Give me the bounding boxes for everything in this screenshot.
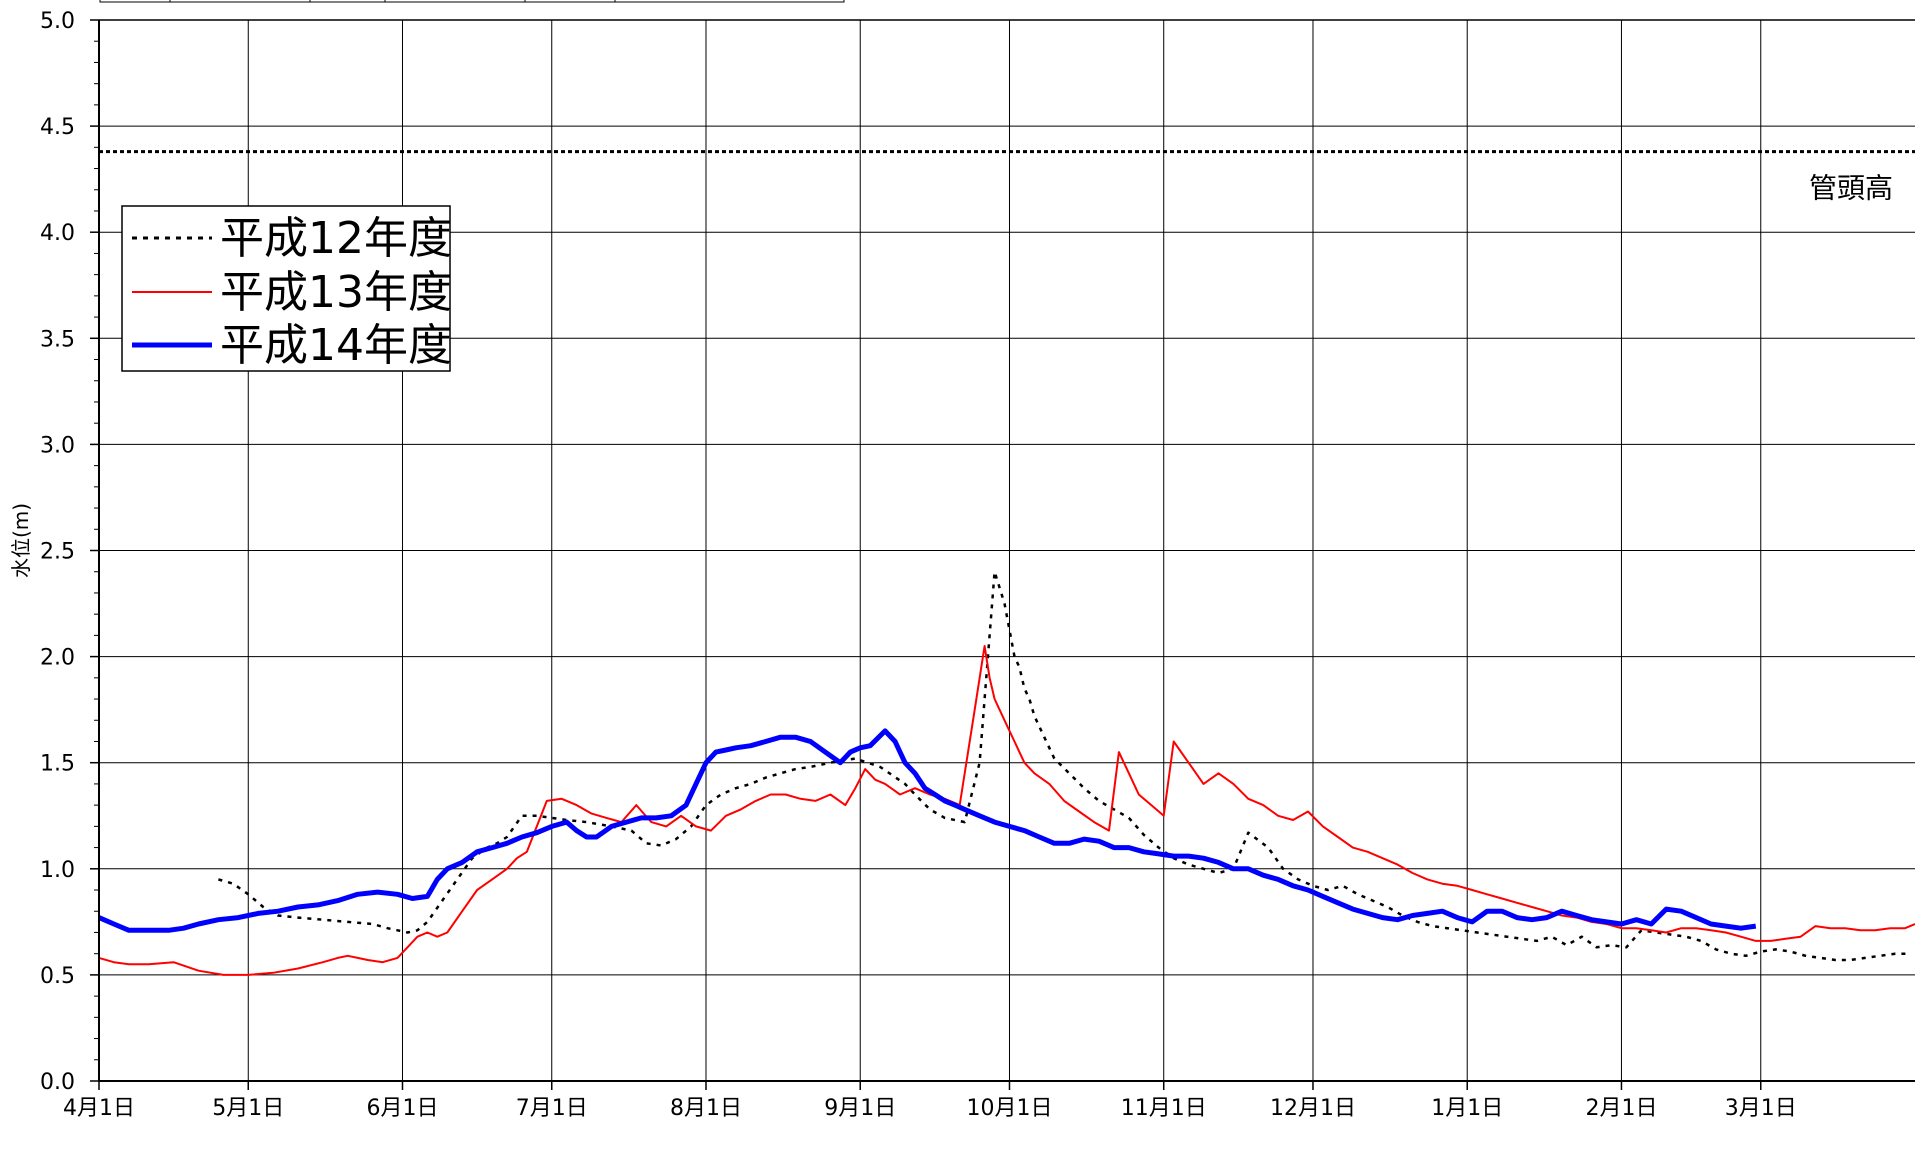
reference-line-group: 管頭高 bbox=[99, 150, 1915, 205]
pipe-top-label: 管頭高 bbox=[1809, 172, 1893, 205]
legend-label-h12: 平成12年度 bbox=[220, 213, 452, 264]
y-tick-label: 5.0 bbox=[40, 9, 75, 34]
tick-labels: 0.0 0.5 1.0 1.5 2.0 2.5 3.0 3.5 4.0 4.5 5.0 4月1日 5月1… bbox=[40, 9, 1797, 1121]
x-tick-label: 1月1日 bbox=[1431, 1096, 1503, 1121]
series-h12-line bbox=[218, 570, 1910, 962]
series-lines bbox=[98, 570, 1915, 976]
grid bbox=[99, 19, 1915, 1081]
x-tick-label: 2月1日 bbox=[1585, 1096, 1657, 1121]
top-legend-strip bbox=[99, 0, 845, 3]
x-tick-label: 6月1日 bbox=[366, 1096, 438, 1121]
x-tick-label: 12月1日 bbox=[1270, 1096, 1356, 1121]
y-tick-label: 3.0 bbox=[40, 433, 75, 458]
x-tick-label: 5月1日 bbox=[212, 1096, 284, 1121]
x-tick-label: 9月1日 bbox=[824, 1096, 896, 1121]
legend: 平成12年度 平成13年度 平成14年度 bbox=[121, 205, 452, 372]
y-tick-label: 0.5 bbox=[40, 964, 75, 989]
y-tick-label: 1.5 bbox=[40, 752, 75, 777]
y-tick-label: 1.0 bbox=[40, 858, 75, 883]
x-tick-label: 3月1日 bbox=[1725, 1096, 1797, 1121]
legend-label-h14: 平成14年度 bbox=[220, 320, 452, 371]
x-tick-label: 4月1日 bbox=[63, 1096, 135, 1121]
series-h14-line bbox=[98, 728, 1757, 933]
y-tick-label: 3.5 bbox=[40, 327, 75, 352]
y-tick-label: 4.5 bbox=[40, 115, 75, 140]
x-tick-label: 7月1日 bbox=[516, 1096, 588, 1121]
y-axis-title: 水位(m) bbox=[9, 503, 33, 578]
y-tick-label: 2.5 bbox=[40, 540, 75, 565]
y-tick-label: 4.0 bbox=[40, 221, 75, 246]
x-tick-label: 8月1日 bbox=[670, 1096, 742, 1121]
x-tick-label: 10月1日 bbox=[966, 1096, 1052, 1121]
x-tick-label: 11月1日 bbox=[1121, 1096, 1207, 1121]
y-tick-label: 0.0 bbox=[40, 1070, 75, 1095]
y-tick-label: 2.0 bbox=[40, 646, 75, 671]
legend-label-h13: 平成13年度 bbox=[220, 267, 452, 318]
